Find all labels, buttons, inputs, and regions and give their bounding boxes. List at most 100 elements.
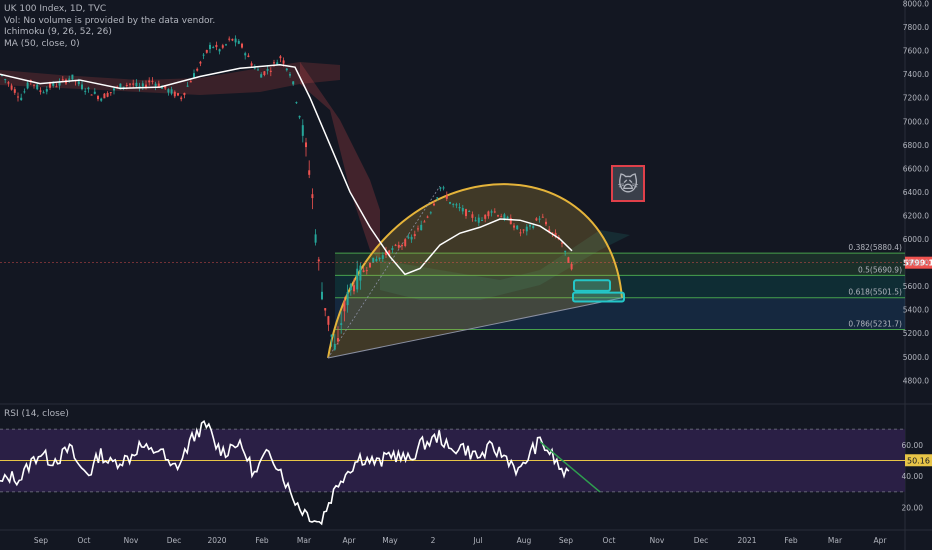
time-tick-label: Mar xyxy=(828,536,843,545)
legend-volume: Vol: No volume is provided by the data v… xyxy=(4,15,216,26)
rsi-tick-label: 60.00 xyxy=(902,441,924,450)
candle-body xyxy=(324,308,327,311)
fib-zone xyxy=(335,253,905,276)
candle-body xyxy=(417,228,419,230)
ichimoku-cloud-lower xyxy=(380,230,630,300)
candle-body xyxy=(385,250,387,256)
candle-body xyxy=(228,38,231,40)
cat-face-icon[interactable]: 🙀 xyxy=(611,165,645,202)
candle-body xyxy=(23,91,26,93)
candle-body xyxy=(247,55,250,58)
candle-body xyxy=(541,216,544,218)
candle-body xyxy=(145,84,147,88)
highlight-box xyxy=(572,291,625,303)
candle-body xyxy=(285,68,288,71)
candle-body xyxy=(26,82,29,89)
time-tick-label: Jul xyxy=(472,536,482,545)
candle-body xyxy=(397,244,400,248)
candle-body xyxy=(308,170,311,175)
candle-body xyxy=(369,262,371,268)
time-tick-label: Oct xyxy=(603,536,616,545)
price-tick-label: 7600.0 xyxy=(903,47,929,56)
candle-body xyxy=(375,258,378,262)
candle-body xyxy=(135,82,138,87)
candle-body xyxy=(433,203,435,206)
price-tick-label: 7200.0 xyxy=(903,94,929,103)
candle-body xyxy=(346,291,349,306)
candle-body xyxy=(561,242,563,244)
candle-body xyxy=(468,211,471,213)
rsi-tick-label: 20.00 xyxy=(902,504,924,513)
candle-body xyxy=(4,79,7,81)
legend-ma[interactable]: MA (50, close, 0) xyxy=(4,38,80,49)
time-tick-label: Apr xyxy=(874,536,888,545)
candle-body xyxy=(225,44,227,46)
candle-body xyxy=(410,236,413,240)
candle-body xyxy=(455,204,458,206)
candle-body xyxy=(381,255,384,259)
candle-body xyxy=(234,38,237,43)
candle-body xyxy=(151,80,154,82)
candle-body xyxy=(545,221,547,225)
candle-body xyxy=(269,70,272,72)
candle-body xyxy=(209,44,211,50)
fib-zone xyxy=(335,297,905,330)
candle-body xyxy=(529,224,531,227)
legend-symbol[interactable]: UK 100 Index, 1D, TVC xyxy=(4,4,107,14)
time-tick-label: Dec xyxy=(694,536,709,545)
candle-body xyxy=(279,56,282,59)
candle-body xyxy=(93,91,96,94)
candle-body xyxy=(170,89,173,94)
time-tick-label: Dec xyxy=(167,536,182,545)
candle-body xyxy=(10,85,13,90)
candle-body xyxy=(311,194,314,199)
candle-body xyxy=(337,338,339,342)
rsi-trend-line xyxy=(539,441,601,493)
chart-legend: UK 100 Index, 1D, TVC Vol: No volume is … xyxy=(4,4,215,50)
candle-body xyxy=(266,69,269,71)
candle-body xyxy=(164,85,167,89)
candle-body xyxy=(429,212,432,214)
candle-body xyxy=(532,225,535,229)
price-tick-label: 6200.0 xyxy=(903,211,929,220)
time-tick-label: Apr xyxy=(343,536,357,545)
price-tick-label: 7000.0 xyxy=(903,117,929,126)
candle-body xyxy=(33,84,35,86)
candle-body xyxy=(426,216,429,218)
candle-body xyxy=(68,78,71,80)
candle-body xyxy=(484,214,487,219)
candle-body xyxy=(183,92,186,96)
candle-body xyxy=(506,216,509,219)
highlight-box xyxy=(573,279,611,292)
candle-body xyxy=(487,211,490,217)
candle-body xyxy=(148,80,151,83)
candle-body xyxy=(244,53,247,56)
candle-body xyxy=(330,334,333,337)
candle-body xyxy=(202,54,205,56)
legend-ichimoku[interactable]: Ichimoku (9, 26, 52, 26) xyxy=(4,27,112,37)
candle-body xyxy=(551,232,554,234)
candle-body xyxy=(221,45,224,48)
candle-body xyxy=(522,229,525,231)
time-tick-label: Nov xyxy=(650,536,665,545)
candle-body xyxy=(465,209,467,217)
candle-body xyxy=(263,71,266,76)
candle-body xyxy=(442,187,445,189)
candle-body xyxy=(231,38,234,41)
candle-body xyxy=(113,88,115,91)
candle-body xyxy=(36,84,39,90)
wedge-lower-line xyxy=(327,297,623,359)
candle-body xyxy=(212,47,215,49)
candle-body xyxy=(292,81,295,85)
price-tick-label: 5800.0 xyxy=(903,259,929,268)
time-tick-label: Sep xyxy=(559,536,573,545)
price-tick-label: 4800.0 xyxy=(903,376,929,385)
rsi-legend[interactable]: RSI (14, close) xyxy=(4,409,69,419)
candle-body xyxy=(564,250,567,253)
candle-body xyxy=(141,83,144,87)
candle-body xyxy=(276,62,279,65)
price-tick-label: 8000.0 xyxy=(903,0,929,9)
candle-body xyxy=(349,284,352,291)
candle-body xyxy=(154,83,157,86)
